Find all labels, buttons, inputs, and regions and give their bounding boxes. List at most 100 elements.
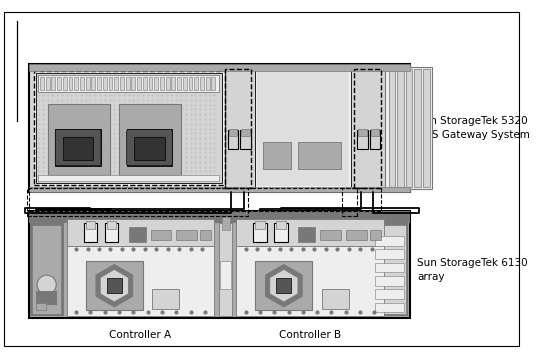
- Bar: [36, 291, 57, 305]
- Polygon shape: [100, 270, 128, 302]
- Text: Sun StorageTek 5320
NAS Gateway System: Sun StorageTek 5320 NAS Gateway System: [417, 116, 530, 140]
- Bar: [103, 77, 107, 91]
- Bar: [241, 129, 250, 136]
- Bar: [66, 219, 214, 246]
- Bar: [29, 64, 410, 192]
- Bar: [376, 276, 404, 286]
- Bar: [150, 231, 171, 240]
- Bar: [127, 130, 172, 166]
- Bar: [389, 69, 395, 187]
- Bar: [358, 129, 367, 136]
- Bar: [255, 68, 351, 188]
- Polygon shape: [96, 265, 132, 307]
- Bar: [29, 64, 410, 71]
- Bar: [406, 69, 412, 187]
- Bar: [385, 67, 433, 189]
- Bar: [160, 77, 164, 91]
- Bar: [369, 231, 381, 240]
- Bar: [236, 219, 384, 246]
- Polygon shape: [270, 270, 298, 302]
- Bar: [166, 77, 170, 91]
- Bar: [397, 69, 404, 187]
- Bar: [376, 236, 404, 246]
- Bar: [228, 129, 237, 136]
- Bar: [63, 77, 66, 91]
- Bar: [225, 68, 251, 188]
- Bar: [46, 77, 49, 91]
- Bar: [31, 223, 64, 316]
- Bar: [263, 142, 292, 169]
- Bar: [228, 130, 238, 150]
- Bar: [298, 142, 341, 169]
- Bar: [376, 303, 404, 313]
- Bar: [376, 263, 404, 272]
- Bar: [29, 211, 410, 318]
- Bar: [52, 77, 55, 91]
- Bar: [86, 221, 96, 228]
- Bar: [342, 188, 357, 216]
- Bar: [153, 290, 179, 309]
- Bar: [194, 77, 198, 91]
- Bar: [131, 77, 135, 91]
- Bar: [219, 223, 232, 316]
- Bar: [372, 223, 408, 316]
- Text: Controller B: Controller B: [279, 329, 341, 339]
- Bar: [57, 77, 61, 91]
- Bar: [376, 250, 404, 259]
- Bar: [373, 225, 406, 314]
- Bar: [32, 225, 61, 314]
- Bar: [200, 231, 211, 240]
- Bar: [97, 77, 101, 91]
- Bar: [257, 71, 349, 186]
- Bar: [236, 246, 384, 316]
- FancyBboxPatch shape: [127, 130, 172, 166]
- Bar: [200, 77, 204, 91]
- Bar: [222, 217, 229, 231]
- Bar: [254, 223, 267, 242]
- Bar: [84, 223, 97, 242]
- Bar: [74, 77, 78, 91]
- Bar: [36, 303, 46, 310]
- Bar: [48, 104, 110, 175]
- Bar: [414, 69, 421, 187]
- Bar: [276, 278, 292, 293]
- Bar: [154, 77, 158, 91]
- Bar: [183, 77, 187, 91]
- Bar: [80, 77, 84, 91]
- Bar: [92, 77, 96, 91]
- Text: Sun StorageTek 6130
array: Sun StorageTek 6130 array: [417, 258, 528, 282]
- Bar: [255, 261, 312, 310]
- Bar: [276, 221, 286, 228]
- Bar: [255, 221, 265, 228]
- Bar: [189, 77, 192, 91]
- Bar: [40, 77, 44, 91]
- Bar: [105, 223, 118, 242]
- Bar: [38, 75, 219, 92]
- Bar: [29, 211, 410, 223]
- Bar: [298, 227, 315, 242]
- Bar: [322, 290, 349, 309]
- Bar: [107, 278, 122, 293]
- Bar: [114, 77, 118, 91]
- Bar: [376, 290, 404, 299]
- Bar: [86, 77, 89, 91]
- Polygon shape: [266, 265, 302, 307]
- Bar: [66, 246, 214, 316]
- Bar: [29, 187, 410, 192]
- Bar: [371, 129, 379, 136]
- Bar: [171, 77, 175, 91]
- Bar: [274, 223, 288, 242]
- Bar: [29, 188, 381, 211]
- Bar: [357, 130, 368, 150]
- Bar: [220, 261, 232, 290]
- Bar: [240, 130, 250, 150]
- Bar: [86, 261, 143, 310]
- Bar: [206, 77, 210, 91]
- Bar: [126, 77, 130, 91]
- Bar: [354, 68, 381, 188]
- Bar: [27, 188, 248, 216]
- Bar: [107, 221, 116, 228]
- Bar: [137, 77, 141, 91]
- Bar: [177, 77, 181, 91]
- Bar: [143, 77, 147, 91]
